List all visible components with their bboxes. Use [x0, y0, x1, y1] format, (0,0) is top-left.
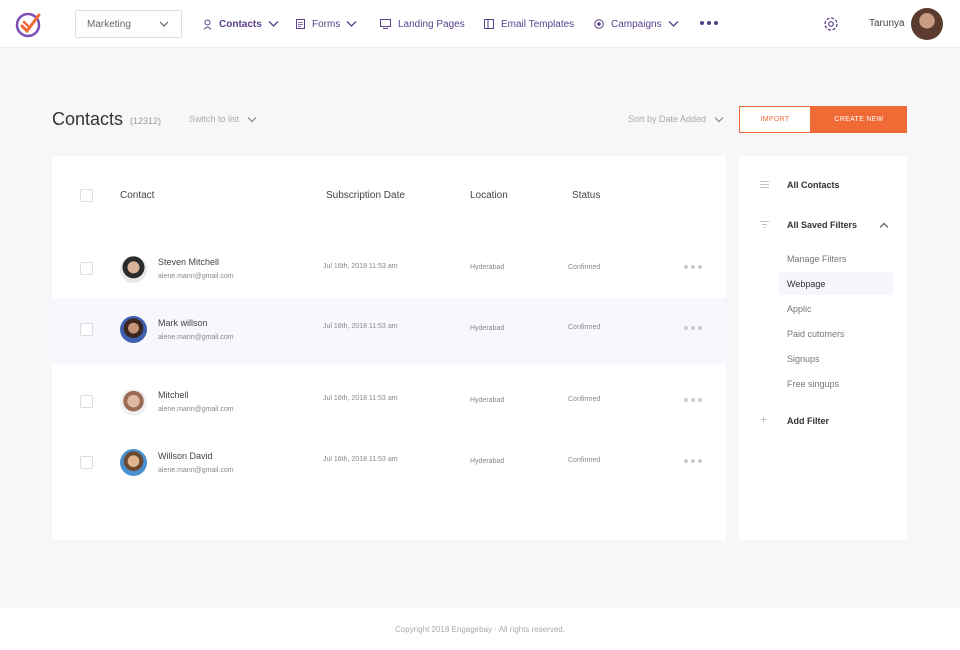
add-filter-button[interactable]: Add Filter [787, 416, 829, 426]
top-navigation: Marketing Contacts Forms Landing Pages E… [0, 0, 960, 48]
list-icon [760, 181, 769, 188]
contact-name[interactable]: Steven Mitchell [158, 257, 220, 267]
location: Hyderabad [470, 325, 505, 332]
contact-email: alene.mann@gmail.com [158, 334, 234, 341]
subscription-date: Jul 16th, 2018 11:53 am [323, 456, 398, 463]
subscription-date: Jul 16th, 2018 11:53 am [323, 263, 398, 270]
contact-name[interactable]: Mark willson [158, 318, 208, 328]
column-header-contact[interactable]: Contact [120, 190, 155, 201]
template-icon [484, 19, 494, 29]
row-checkbox[interactable] [80, 395, 93, 408]
row-checkbox[interactable] [80, 262, 93, 275]
row-actions-icon[interactable] [684, 398, 702, 402]
location: Hyderabad [470, 264, 505, 271]
chevron-down-icon [668, 21, 679, 27]
nav-contacts[interactable]: Contacts [203, 17, 279, 31]
contact-name[interactable]: Mitchell [158, 390, 189, 400]
switch-label: Switch to list [189, 114, 240, 124]
workspace-label: Marketing [87, 18, 131, 30]
copyright-text: Copyright 2018 Engagebay · All rights re… [395, 624, 565, 634]
plus-icon [760, 416, 767, 423]
avatar[interactable] [120, 316, 147, 343]
nav-email-templates-label: Email Templates [501, 18, 575, 30]
status: Confirmed [568, 264, 601, 271]
nav-campaigns[interactable]: Campaigns [594, 17, 679, 31]
nav-forms-label: Forms [312, 18, 341, 30]
row-checkbox[interactable] [80, 323, 93, 336]
filters-sidebar [739, 156, 907, 540]
chevron-down-icon [268, 21, 279, 27]
filter-item[interactable]: Applic [787, 304, 812, 314]
status: Confirmed [568, 457, 601, 464]
row-actions-icon[interactable] [684, 459, 702, 463]
column-header-subscription-date[interactable]: Subscription Date [326, 190, 405, 201]
workspace-select[interactable]: Marketing [75, 10, 182, 38]
row-actions-icon[interactable] [684, 265, 702, 269]
nav-landing-pages[interactable]: Landing Pages [380, 17, 465, 31]
subscription-date: Jul 16th, 2018 11:53 am [323, 323, 398, 330]
filter-item[interactable]: Manage Filters [787, 254, 847, 264]
all-saved-filters-toggle[interactable]: All Saved Filters [787, 220, 858, 230]
filter-item[interactable]: Signups [787, 354, 820, 364]
select-all-checkbox[interactable] [80, 189, 93, 202]
row-hover-highlight [52, 298, 726, 364]
footer: Copyright 2018 Engagebay · All rights re… [0, 608, 960, 650]
avatar[interactable] [120, 449, 147, 476]
column-header-status[interactable]: Status [572, 190, 601, 201]
nav-contacts-label: Contacts [219, 18, 262, 30]
nav-landing-pages-label: Landing Pages [398, 18, 465, 30]
contact-count: (12312) [130, 116, 162, 126]
contact-name[interactable]: Willson David [158, 451, 213, 461]
switch-to-list-dropdown[interactable]: Switch to list [189, 114, 257, 124]
filter-item[interactable]: Free singups [787, 379, 840, 389]
nav-email-templates[interactable]: Email Templates [484, 17, 574, 31]
selected-filter-background [779, 272, 893, 295]
monitor-icon [380, 19, 391, 29]
chevron-down-icon [247, 116, 257, 122]
campaign-icon [594, 19, 604, 29]
sort-label: Sort by Date Added [628, 114, 707, 124]
chevron-up-icon[interactable] [879, 222, 889, 229]
column-header-location[interactable]: Location [470, 190, 508, 201]
page-title: Contacts [52, 109, 124, 129]
contact-email: alene.mann@gmail.com [158, 273, 234, 280]
filter-item[interactable]: Paid cutomers [787, 329, 845, 339]
row-actions-icon[interactable] [684, 326, 702, 330]
subscription-date: Jul 16th, 2018 11:53 am [323, 395, 398, 402]
status: Confirmed [568, 396, 601, 403]
avatar[interactable] [120, 389, 147, 416]
nav-campaigns-label: Campaigns [611, 18, 662, 30]
engagebay-logo-icon[interactable] [14, 9, 44, 39]
user-name[interactable]: Tarunya [869, 18, 905, 29]
chevron-down-icon [159, 21, 169, 27]
location: Hyderabad [470, 458, 505, 465]
location: Hyderabad [470, 397, 505, 404]
user-avatar[interactable] [911, 8, 943, 40]
person-icon [203, 19, 212, 30]
contact-email: alene.mann@gmail.com [158, 467, 234, 474]
nav-forms[interactable]: Forms [296, 17, 357, 31]
filter-icon [760, 221, 769, 228]
all-contacts-link[interactable]: All Contacts [787, 180, 840, 190]
sort-dropdown[interactable]: Sort by Date Added [628, 114, 724, 124]
import-button[interactable]: IMPORT [739, 106, 811, 133]
avatar[interactable] [120, 256, 147, 283]
filter-item[interactable]: Webpage [787, 279, 826, 289]
contact-email: alene.mann@gmail.com [158, 406, 234, 413]
create-new-button[interactable]: CREATE NEW [811, 106, 907, 133]
row-checkbox[interactable] [80, 456, 93, 469]
form-icon [296, 19, 305, 29]
chevron-down-icon [714, 116, 724, 122]
status: Confirmed [568, 324, 601, 331]
more-menu-icon[interactable] [700, 21, 718, 25]
chevron-down-icon [346, 21, 357, 27]
gear-icon[interactable] [822, 15, 840, 33]
